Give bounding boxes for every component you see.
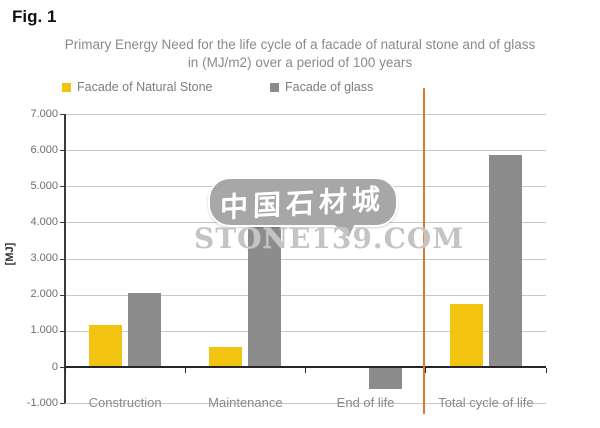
category-boundary-tick (425, 368, 427, 373)
category-label-end-of-life: End of life (336, 395, 395, 410)
y-tick-label: 3.000 (30, 252, 58, 265)
chart-title-line1: Primary Energy Need for the life cycle o… (64, 37, 536, 52)
category-boundary-tick (305, 368, 306, 373)
bar-facade-of-natural-stone-total-cycle-of-life (449, 303, 483, 367)
y-tick-mark-4.000 (60, 222, 65, 224)
y-tick-label: -1.000 (26, 396, 58, 409)
bar-facade-of-glass-total-cycle-of-life (488, 154, 522, 367)
legend: Facade of Natural Stone Facade of glass (0, 79, 600, 95)
y-tick-label: 2.000 (30, 288, 58, 301)
category-boundary-tick (545, 368, 547, 373)
gridline-4.000 (65, 222, 546, 224)
bar-facade-of-glass-end-of-life (368, 368, 402, 389)
category-label-maintenance: Maintenance (208, 395, 283, 410)
category-label-total-cycle-of-life: Total cycle of life (438, 395, 534, 410)
bar-facade-of-natural-stone-maintenance (209, 347, 243, 367)
bar-facade-of-glass-construction (128, 292, 162, 367)
chart-title-line2: in (MJ/m2) over a period of 100 years (187, 55, 413, 70)
y-tick-mark-6.000 (60, 150, 65, 152)
category-boundary-tick (184, 368, 186, 373)
gridline--1.000 (65, 403, 546, 405)
gridline-5.000 (65, 186, 546, 188)
y-tick-label: 1.000 (30, 324, 58, 337)
gridline-7.000 (65, 114, 546, 115)
y-tick-mark-0 (60, 367, 65, 368)
y-axis-line (64, 114, 66, 404)
figure-label: Fig. 1 (12, 7, 57, 26)
legend-swatch-natural-stone (62, 82, 71, 92)
y-tick-label: 6.000 (30, 143, 58, 156)
y-tick-label: 4.000 (30, 215, 58, 228)
legend-swatch-glass (270, 82, 279, 92)
legend-item-natural-stone: Facade of Natural Stone (62, 79, 213, 95)
bar-facade-of-glass-maintenance (248, 206, 282, 367)
y-tick-mark--1.000 (60, 403, 65, 405)
bar-facade-of-natural-stone-construction (89, 325, 123, 367)
x-axis-zero-line (65, 366, 546, 368)
y-tick-mark-1.000 (60, 330, 65, 332)
y-tick-label: 0 (51, 360, 58, 373)
total-separator-line (423, 88, 426, 414)
gridline-2.000 (65, 294, 546, 296)
legend-item-glass: Facade of glass (270, 79, 373, 95)
y-tick-mark-5.000 (60, 186, 65, 188)
y-tick-mark-2.000 (60, 294, 65, 296)
y-tick-mark-3.000 (60, 258, 65, 260)
y-tick-label: 5.000 (30, 179, 58, 192)
gridline-6.000 (65, 150, 546, 152)
legend-label-natural-stone: Facade of Natural Stone (77, 80, 213, 94)
legend-label-glass: Facade of glass (285, 80, 374, 94)
category-boundary-tick (64, 368, 66, 373)
gridline-3.000 (65, 258, 546, 260)
gridline-1.000 (65, 330, 546, 332)
y-tick-label: 7.000 (30, 107, 58, 120)
y-tick-mark-7.000 (60, 114, 65, 115)
category-label-construction: Construction (88, 395, 162, 410)
